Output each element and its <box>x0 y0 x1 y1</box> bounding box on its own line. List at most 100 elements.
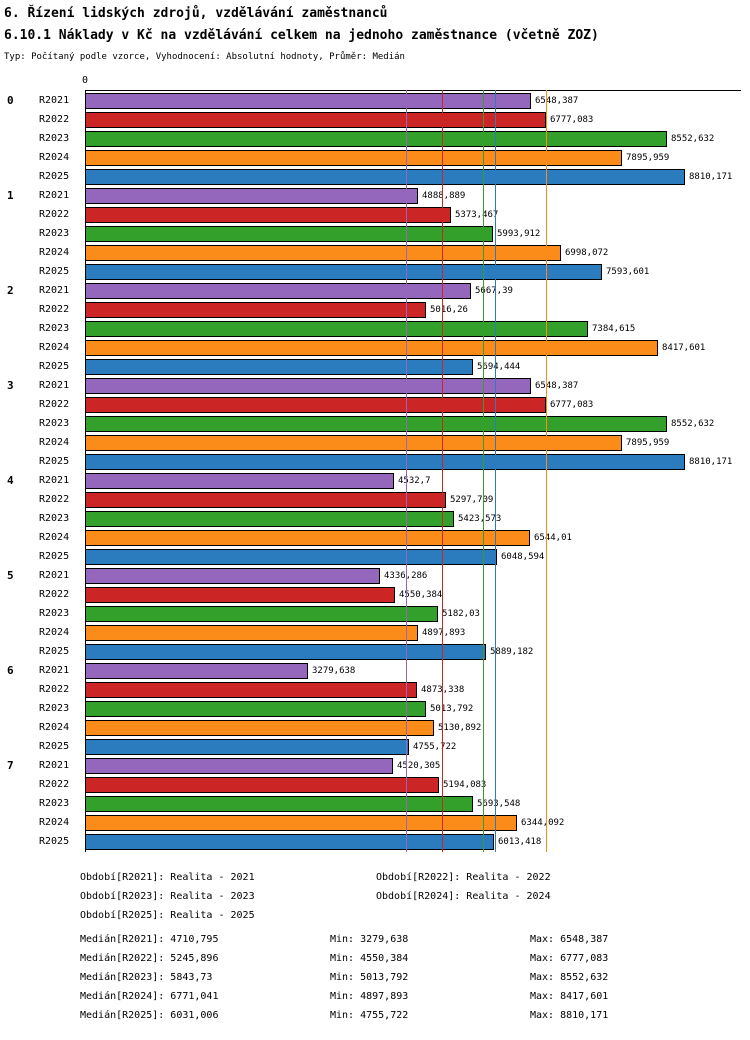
legend-item: Období[R2021]: Realita - 2021 <box>80 872 255 883</box>
chart-area: 0 0 R2021 6548,387 R2022 6777,083 R2023 8552,6… <box>0 70 750 862</box>
bar-value-label: 3279,638 <box>312 666 356 676</box>
bar-R2024 <box>85 435 622 451</box>
stats-cell: Min: 4897,893 <box>330 991 409 1002</box>
chart-title: 6.10.1 Náklady v Kč na vzdělávání celkem… <box>4 28 599 43</box>
stats-cell: Min: 3279,638 <box>330 934 409 945</box>
bar-value-label: 7895,959 <box>626 438 670 448</box>
bar-value-label: 4888,889 <box>422 191 466 201</box>
chart-row: 4 R2021 4532,7 <box>0 472 750 491</box>
series-row-label: R2021 <box>39 760 70 771</box>
bar-value-label: 6013,418 <box>498 837 542 847</box>
series-row-label: R2021 <box>39 380 70 391</box>
chart-row: R2023 5993,912 <box>0 225 750 244</box>
stats-cell: Medián[R2025]: 6031,006 <box>80 1010 219 1021</box>
chart-row: 1 R2021 4888,889 <box>0 187 750 206</box>
stats-cell: Max: 6548,387 <box>530 934 609 945</box>
series-row-label: R2021 <box>39 665 70 676</box>
chart-row: R2024 7895,959 <box>0 149 750 168</box>
bar-value-label: 6344,092 <box>521 818 565 828</box>
bar-R2022 <box>85 682 417 698</box>
bar-R2025 <box>85 644 486 660</box>
bar-value-label: 5194,083 <box>443 780 487 790</box>
chart-row: R2024 8417,601 <box>0 339 750 358</box>
bar-rows: 0 R2021 6548,387 R2022 6777,083 R2023 8552,632… <box>0 92 750 852</box>
chart-row: R2025 8810,171 <box>0 168 750 187</box>
bar-R2024 <box>85 150 622 166</box>
bar-value-label: 7593,601 <box>606 267 650 277</box>
chart-meta: Typ: Počítaný podle vzorce, Vyhodnocení:… <box>4 52 405 62</box>
chart-row: R2025 7593,601 <box>0 263 750 282</box>
bar-value-label: 5297,709 <box>450 495 494 505</box>
chart-row: R2025 5889,182 <box>0 643 750 662</box>
chart-row: R2023 8552,632 <box>0 415 750 434</box>
bar-value-label: 5130,892 <box>438 723 482 733</box>
bar-value-label: 5373,467 <box>455 210 499 220</box>
bar-R2023 <box>85 131 667 147</box>
series-row-label: R2024 <box>39 437 70 448</box>
chart-row: R2022 5194,083 <box>0 776 750 795</box>
bar-value-label: 5016,26 <box>430 305 468 315</box>
series-row-label: R2023 <box>39 228 70 239</box>
series-row-label: R2024 <box>39 342 70 353</box>
legend: Období[R2021]: Realita - 2021 Období[R202… <box>80 872 680 921</box>
bar-R2023 <box>85 511 454 527</box>
stats-cell: Min: 4755,722 <box>330 1010 409 1021</box>
bar-value-label: 8810,171 <box>689 172 733 182</box>
bar-R2021 <box>85 378 531 394</box>
series-row-label: R2022 <box>39 399 70 410</box>
bar-R2021 <box>85 758 393 774</box>
series-row-label: R2022 <box>39 589 70 600</box>
chart-row: R2022 4550,384 <box>0 586 750 605</box>
bar-value-label: 7384,615 <box>592 324 636 334</box>
series-row-label: R2023 <box>39 513 70 524</box>
series-row-label: R2025 <box>39 551 70 562</box>
bar-value-label: 6777,083 <box>550 115 594 125</box>
group-label: 0 <box>7 94 14 107</box>
chart-row: R2024 4897,893 <box>0 624 750 643</box>
legend-item: Období[R2024]: Realita - 2024 <box>376 891 551 902</box>
chart-row: R2022 6777,083 <box>0 111 750 130</box>
stats-cell: Medián[R2024]: 6771,041 <box>80 991 219 1002</box>
series-row-label: R2025 <box>39 361 70 372</box>
bar-R2024 <box>85 720 434 736</box>
bar-R2025 <box>85 264 602 280</box>
group-label: 7 <box>7 759 14 772</box>
bar-R2025 <box>85 549 497 565</box>
bar-R2025 <box>85 169 685 185</box>
chart-row: R2024 6544,01 <box>0 529 750 548</box>
chart-row: R2025 6048,594 <box>0 548 750 567</box>
bar-value-label: 6548,387 <box>535 381 579 391</box>
bar-R2021 <box>85 93 531 109</box>
series-row-label: R2023 <box>39 323 70 334</box>
bar-R2024 <box>85 245 561 261</box>
chart-row: R2025 6013,418 <box>0 833 750 852</box>
series-row-label: R2022 <box>39 779 70 790</box>
bar-R2024 <box>85 815 517 831</box>
series-row-label: R2025 <box>39 456 70 467</box>
group-label: 1 <box>7 189 14 202</box>
series-row-label: R2021 <box>39 95 70 106</box>
stats-cell: Max: 8417,601 <box>530 991 609 1002</box>
series-row-label: R2024 <box>39 627 70 638</box>
bar-value-label: 8552,632 <box>671 419 715 429</box>
bar-R2021 <box>85 188 418 204</box>
stats-cell: Medián[R2022]: 5245,896 <box>80 953 219 964</box>
bar-R2022 <box>85 492 446 508</box>
series-row-label: R2025 <box>39 741 70 752</box>
series-row-label: R2022 <box>39 304 70 315</box>
chart-row: R2023 5013,792 <box>0 700 750 719</box>
bar-R2023 <box>85 321 588 337</box>
bar-R2023 <box>85 226 493 242</box>
chart-row: R2025 8810,171 <box>0 453 750 472</box>
bar-value-label: 8552,632 <box>671 134 715 144</box>
chart-row: R2023 7384,615 <box>0 320 750 339</box>
chart-row: R2024 6998,072 <box>0 244 750 263</box>
bar-value-label: 8810,171 <box>689 457 733 467</box>
bar-R2022 <box>85 777 439 793</box>
bar-value-label: 5423,573 <box>458 514 502 524</box>
bar-R2023 <box>85 606 438 622</box>
bar-value-label: 5667,39 <box>475 286 513 296</box>
series-row-label: R2021 <box>39 570 70 581</box>
chart-row: R2023 8552,632 <box>0 130 750 149</box>
